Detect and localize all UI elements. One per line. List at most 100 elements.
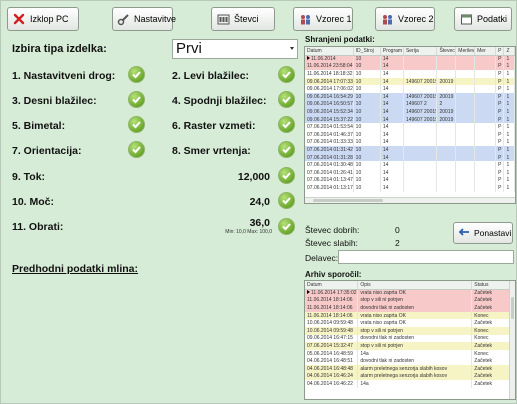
saved-cell: 2 <box>436 100 457 109</box>
bad-count-label: Števec slabih: <box>305 238 358 248</box>
saved-hscrollbar[interactable] <box>305 197 515 203</box>
table-row[interactable]: 11.06.2014 17:35:02 vrata niso zaprta OK Z… <box>305 289 515 297</box>
saved-cell: 14 <box>380 161 404 169</box>
log-cell: dovodni tlak ni zadosten <box>357 304 473 312</box>
table-row[interactable]: 09.06.2014 15:52:34 10 14 149607 20019 20019… <box>305 108 515 116</box>
message-archive-title: Arhiv sporočil: <box>305 270 362 279</box>
reset-button[interactable]: Ponastavi <box>453 222 513 244</box>
product-type-select[interactable]: Prvi <box>172 39 298 59</box>
log-vscrollbar[interactable] <box>509 281 515 399</box>
saved-cell: 10 <box>353 55 381 63</box>
saved-column-header[interactable]: Mer <box>474 47 497 56</box>
table-row[interactable]: 11.06.2014 23:58:04 10 14 P 1 <box>305 62 515 71</box>
log-cell: 05.06.2014 16:48:59 <box>305 349 359 358</box>
table-row[interactable]: 07.06.2014 01:46:37 10 14 P 1 <box>305 130 515 139</box>
saved-cell: 10 <box>353 115 381 124</box>
table-row[interactable]: 07.06.2014 01:13:47 10 14 P 1 <box>305 176 515 185</box>
saved-cell: 1 <box>503 168 515 177</box>
saved-cell <box>403 168 438 177</box>
check-ok-icon <box>128 91 145 108</box>
saved-cell <box>474 153 497 162</box>
table-row[interactable]: 04.06.2014 16:46:24 alarm preletnega senz… <box>305 372 515 381</box>
table-row[interactable]: 11.06.2014 18:14:06 dovodni tlak ni zados… <box>305 304 515 312</box>
table-row[interactable]: 09.06.2014 16:47:15 dovodni tlak ni zados… <box>305 334 515 343</box>
table-row[interactable]: 09.06.2014 15:37:22 10 14 149607 20019 20019… <box>305 115 515 124</box>
saved-cell: 10 <box>353 161 381 169</box>
table-row[interactable]: 10.06.2014 09:59:48 stop v sili ni potrje… <box>305 326 515 335</box>
saved-column-header[interactable]: P <box>495 47 505 56</box>
table-row[interactable]: 07.06.2014 01:53:54 10 14 P 1 <box>305 123 515 131</box>
saved-cell: 14 <box>380 77 404 86</box>
table-row[interactable]: 09.06.2014 17:06:02 10 14 P 1 <box>305 85 515 93</box>
table-row[interactable]: 07.06.2014 15:32:47 stop v sili ni potrje… <box>305 342 515 350</box>
table-row[interactable]: 07.06.2014 01:26:41 10 14 P 1 <box>305 168 515 177</box>
saved-cell <box>455 108 476 116</box>
saved-column-header[interactable]: Z <box>503 47 515 56</box>
table-row[interactable]: 10.06.2014 09:59:48 vrata niso zaprta OK Z… <box>305 319 515 327</box>
saved-cell <box>474 77 497 86</box>
product-type-value: Prvi <box>176 40 202 57</box>
izklop-pc-button[interactable]: Izklop PC <box>7 7 79 31</box>
worker-input[interactable] <box>338 250 514 264</box>
saved-data-grid[interactable]: Datum ID_Stroj Program Serija Števec Merilev M… <box>304 46 516 204</box>
table-row[interactable]: 09.06.2014 17:07:33 10 14 149607 20019 20019… <box>305 77 515 86</box>
log-cell: 04.06.2014 16:48:51 <box>305 357 359 365</box>
saved-column-header[interactable]: Števec <box>436 47 457 56</box>
saved-cell <box>474 168 497 177</box>
saved-cell: 1 <box>503 130 515 139</box>
saved-cell: 1 <box>503 115 515 124</box>
table-row[interactable]: 04.06.2014 16:48:48 alarm preletnega senz… <box>305 364 515 373</box>
nastavitve-button[interactable]: Nastavitve <box>112 7 176 31</box>
saved-cell: 10 <box>353 168 381 177</box>
saved-cell: 07.06.2014 01:46:37 <box>305 130 354 139</box>
saved-column-header[interactable]: ID_Stroj <box>353 47 381 56</box>
vzorec2-label: Vzorec 2 <box>398 14 434 24</box>
table-row[interactable]: 11.06.2014 18:14:06 stop v sili ni potrje… <box>305 296 515 305</box>
table-row[interactable]: 07.06.2014 01:33:33 10 14 P 1 <box>305 138 515 147</box>
saved-cell: 10 <box>353 62 381 71</box>
table-row[interactable]: 11.06.2014 18:14:06 vrata niso zaprta OK K… <box>305 311 515 320</box>
measure-value-tok: 12,000 <box>237 171 270 183</box>
close-x-icon <box>12 12 26 26</box>
table-row[interactable]: 05.06.2014 16:48:59 14a Konec <box>305 349 515 358</box>
saved-column-header[interactable]: Program <box>380 47 404 56</box>
saved-cell: 09.06.2014 17:06:02 <box>305 85 354 93</box>
saved-cell: 1 <box>503 85 515 93</box>
saved-cell <box>436 70 457 78</box>
saved-cell: P <box>495 115 505 124</box>
saved-cell: 07.06.2014 01:26:41 <box>305 168 354 177</box>
saved-cell: 10 <box>353 77 381 86</box>
log-cell: vrata niso zaprta OK <box>357 319 473 327</box>
log-column-header[interactable]: Opis <box>357 281 473 290</box>
table-row[interactable]: 07.06.2014 01:31:42 10 14 P 1 <box>305 146 515 154</box>
vzorec1-button[interactable]: Vzorec 1 <box>293 7 353 31</box>
product-type-label: Izbira tipa izdelka: <box>12 43 107 55</box>
stevci-button[interactable]: Števci <box>211 7 275 31</box>
saved-cell <box>474 70 497 78</box>
saved-cell: 1 <box>503 138 515 147</box>
saved-column-header[interactable]: Datum <box>305 47 354 56</box>
log-column-header[interactable]: Datum <box>305 281 359 290</box>
table-row[interactable]: 07.06.2014 01:30:48 10 14 P 1 <box>305 161 515 169</box>
check-ok-icon <box>278 192 295 209</box>
table-row[interactable]: 11.06.2014 18:18:32 10 14 P 1 <box>305 70 515 78</box>
table-row[interactable]: 11.06.2014 10 14 P 1 <box>305 55 515 63</box>
table-row[interactable]: 04.06.2014 16:48:51 dovodni tlak ni zados… <box>305 357 515 365</box>
vzorec2-button[interactable]: Vzorec 2 <box>375 7 435 31</box>
message-archive-grid[interactable]: Datum Opis Status 11.06.2014 17:35:02 vrata… <box>304 280 516 400</box>
table-row[interactable]: 04.06.2014 16:46:22 14a Začetek <box>305 380 515 388</box>
log-cell: 14a <box>357 349 473 358</box>
table-row[interactable]: 09.06.2014 16:54:29 10 14 149607 20019 20019… <box>305 92 515 101</box>
log-cell: 11.06.2014 17:35:02 <box>305 289 359 297</box>
log-header-row: Datum Opis Status <box>305 281 515 290</box>
table-row[interactable]: 07.06.2014 01:13:17 10 14 P 1 <box>305 184 515 192</box>
saved-column-header[interactable]: Merilev <box>455 47 476 56</box>
table-row[interactable]: 07.06.2014 01:31:28 10 14 P 1 <box>305 153 515 162</box>
previous-data-label: Predhodni podatki mlina: <box>12 263 139 275</box>
saved-cell <box>436 153 457 162</box>
saved-column-header[interactable]: Serija <box>403 47 438 56</box>
podatki-button[interactable]: Podatki <box>454 7 512 31</box>
saved-cell: 10 <box>353 85 381 93</box>
saved-cell: 07.06.2014 01:30:48 <box>305 161 354 169</box>
